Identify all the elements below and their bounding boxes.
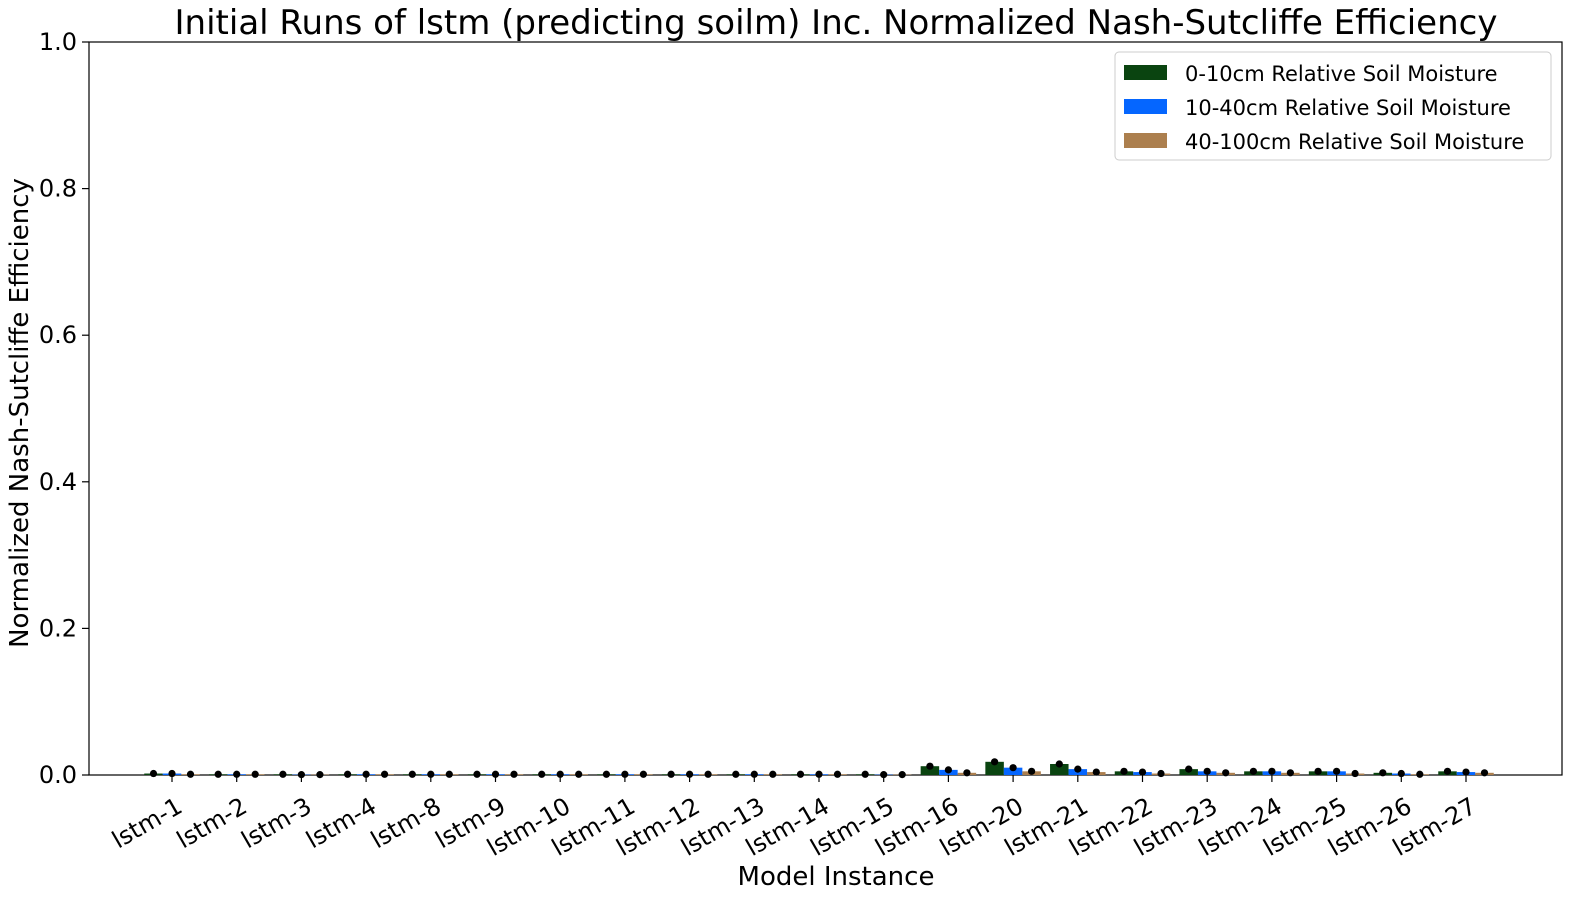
bar-point [1074, 765, 1082, 773]
bar-point [639, 770, 648, 778]
bar-point [621, 770, 629, 778]
legend-label: 40-100cm Relative Soil Moisture [1185, 130, 1524, 154]
bar-point [686, 770, 694, 778]
bar-point [1203, 767, 1211, 775]
y-tick-label: 0.6 [39, 321, 77, 349]
bar [1050, 764, 1069, 775]
legend-swatch [1124, 133, 1167, 148]
bar-point [186, 770, 195, 778]
bar-point [214, 770, 222, 778]
bar-point [769, 770, 777, 778]
bar-point [602, 770, 611, 778]
bar-point [1379, 769, 1387, 777]
legend-swatch [1124, 65, 1167, 80]
bar-point [510, 770, 518, 778]
bar-point [149, 769, 158, 778]
bar-point [538, 770, 546, 778]
bar-point [279, 770, 287, 778]
bar-point [473, 770, 481, 778]
x-tick-label: lstm-4 [301, 792, 381, 854]
legend-label: 10-40cm Relative Soil Moisture [1185, 96, 1511, 120]
bar-point [316, 771, 324, 779]
bar-point [491, 770, 500, 778]
bar-point [1009, 764, 1017, 772]
bar-point [556, 770, 564, 778]
legend-box [1114, 51, 1552, 161]
bar [985, 761, 1004, 775]
y-tick-label: 0.4 [39, 468, 77, 496]
x-axis-label: Model Instance [738, 862, 935, 892]
bar-point [963, 769, 971, 777]
bar [1003, 767, 1023, 775]
bar-point [1443, 767, 1452, 775]
bar-point [1333, 767, 1341, 775]
bar-point [168, 769, 176, 778]
bar-point [704, 770, 712, 778]
bar-point [861, 770, 869, 778]
x-tick-label: lstm-3 [237, 792, 317, 854]
bar-point [297, 771, 305, 779]
bar-point [815, 770, 823, 778]
bar-point [732, 770, 740, 778]
bar-point [1286, 769, 1294, 777]
bar-point [344, 770, 352, 778]
bar-point [991, 758, 999, 766]
bar-point [1222, 769, 1230, 777]
bar-point [1157, 769, 1165, 778]
bar-point [926, 762, 934, 770]
bar-point [1092, 768, 1100, 776]
bar-point [1268, 767, 1276, 775]
bar [920, 766, 940, 775]
y-tick-label: 0.2 [39, 614, 77, 642]
bar-point [1314, 767, 1322, 775]
bar-point [667, 770, 675, 778]
chart-title: Initial Runs of lstm (predicting soilm) … [175, 3, 1498, 43]
bar-point [575, 770, 583, 778]
bar-point [898, 771, 906, 779]
legend: 0-10cm Relative Soil Moisture 10-40cm Rel… [1114, 51, 1552, 161]
x-tick-label: lstm-8 [366, 792, 446, 854]
bar-point [1120, 767, 1128, 775]
bar-point [1028, 767, 1036, 775]
bar-point [408, 770, 416, 778]
bar-point [1138, 768, 1147, 776]
legend-label: 0-10cm Relative Soil Moisture [1185, 62, 1498, 86]
bar-point [880, 771, 888, 779]
bar-point [1351, 769, 1359, 778]
bar-point [427, 770, 435, 778]
bar-point [1055, 760, 1063, 768]
x-tick-label: lstm-1 [107, 792, 187, 854]
bar-point [1462, 768, 1470, 776]
bar-point [1397, 769, 1405, 778]
bar-point [233, 770, 241, 778]
bar-point [1416, 770, 1424, 778]
bar-point [796, 770, 805, 778]
bar-point [1249, 767, 1257, 775]
y-tick-label: 0.8 [39, 175, 77, 203]
bar-point [750, 770, 758, 778]
bar-point [1185, 765, 1193, 773]
x-tick-label: lstm-2 [172, 792, 252, 854]
bar-point [1480, 769, 1489, 777]
bar-point [251, 770, 259, 778]
legend-swatch [1124, 99, 1167, 114]
bar-point [833, 770, 842, 778]
bar-point [362, 770, 370, 778]
y-axis-label: Normalized Nash-Sutcliffe Efficiency [5, 178, 35, 648]
bar-point [381, 770, 389, 778]
y-tick-label: 1.0 [39, 28, 77, 56]
y-tick-label: 0.0 [39, 761, 77, 789]
bar-point [944, 766, 953, 774]
bar-point [445, 770, 453, 778]
